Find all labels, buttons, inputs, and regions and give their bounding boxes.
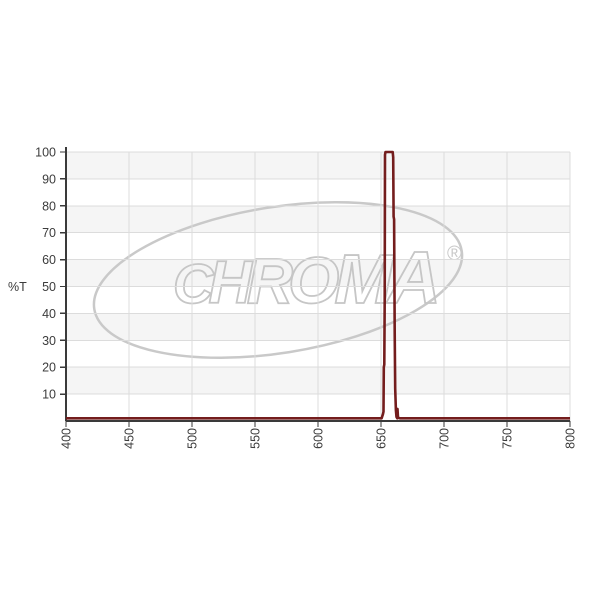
axes [60, 147, 571, 427]
watermark-letter: O [288, 243, 339, 317]
y-tick-label: 50 [42, 280, 56, 294]
watermark-letter: R [247, 245, 293, 317]
y-tick-label: 20 [42, 361, 56, 375]
x-tick-label: 800 [564, 428, 578, 449]
tick-labels: 10 20 30 40 50 60 70 80 90 100 400 450 500 550 600 650 7… [35, 146, 577, 449]
y-tick-label: 60 [42, 253, 56, 267]
watermark-logo-text: CHROMA [173, 236, 437, 319]
x-tick-label: 750 [501, 428, 515, 449]
x-tick-label: 450 [123, 428, 137, 449]
watermark-swoosh-ellipse [92, 200, 464, 360]
y-tick-label: 80 [42, 199, 56, 213]
y-tick-label: 90 [42, 172, 56, 186]
x-tick-label: 550 [249, 428, 263, 449]
x-tick-label: 600 [312, 428, 326, 449]
x-tick-label: 700 [438, 428, 452, 449]
y-tick-label: 30 [42, 334, 56, 348]
x-tick-label: 650 [375, 428, 389, 449]
y-tick-label: 10 [42, 388, 56, 402]
y-axis-title: %T [8, 280, 27, 294]
registered-trademark-icon: ® [447, 243, 462, 265]
y-tick-label: 100 [35, 146, 56, 160]
y-tick-label: 40 [42, 307, 56, 321]
transmission-curve [66, 150, 570, 420]
y-tick-label: 70 [42, 226, 56, 240]
gridlines [66, 151, 571, 421]
x-tick-label: 500 [186, 428, 200, 449]
x-tick-label: 400 [60, 428, 74, 449]
